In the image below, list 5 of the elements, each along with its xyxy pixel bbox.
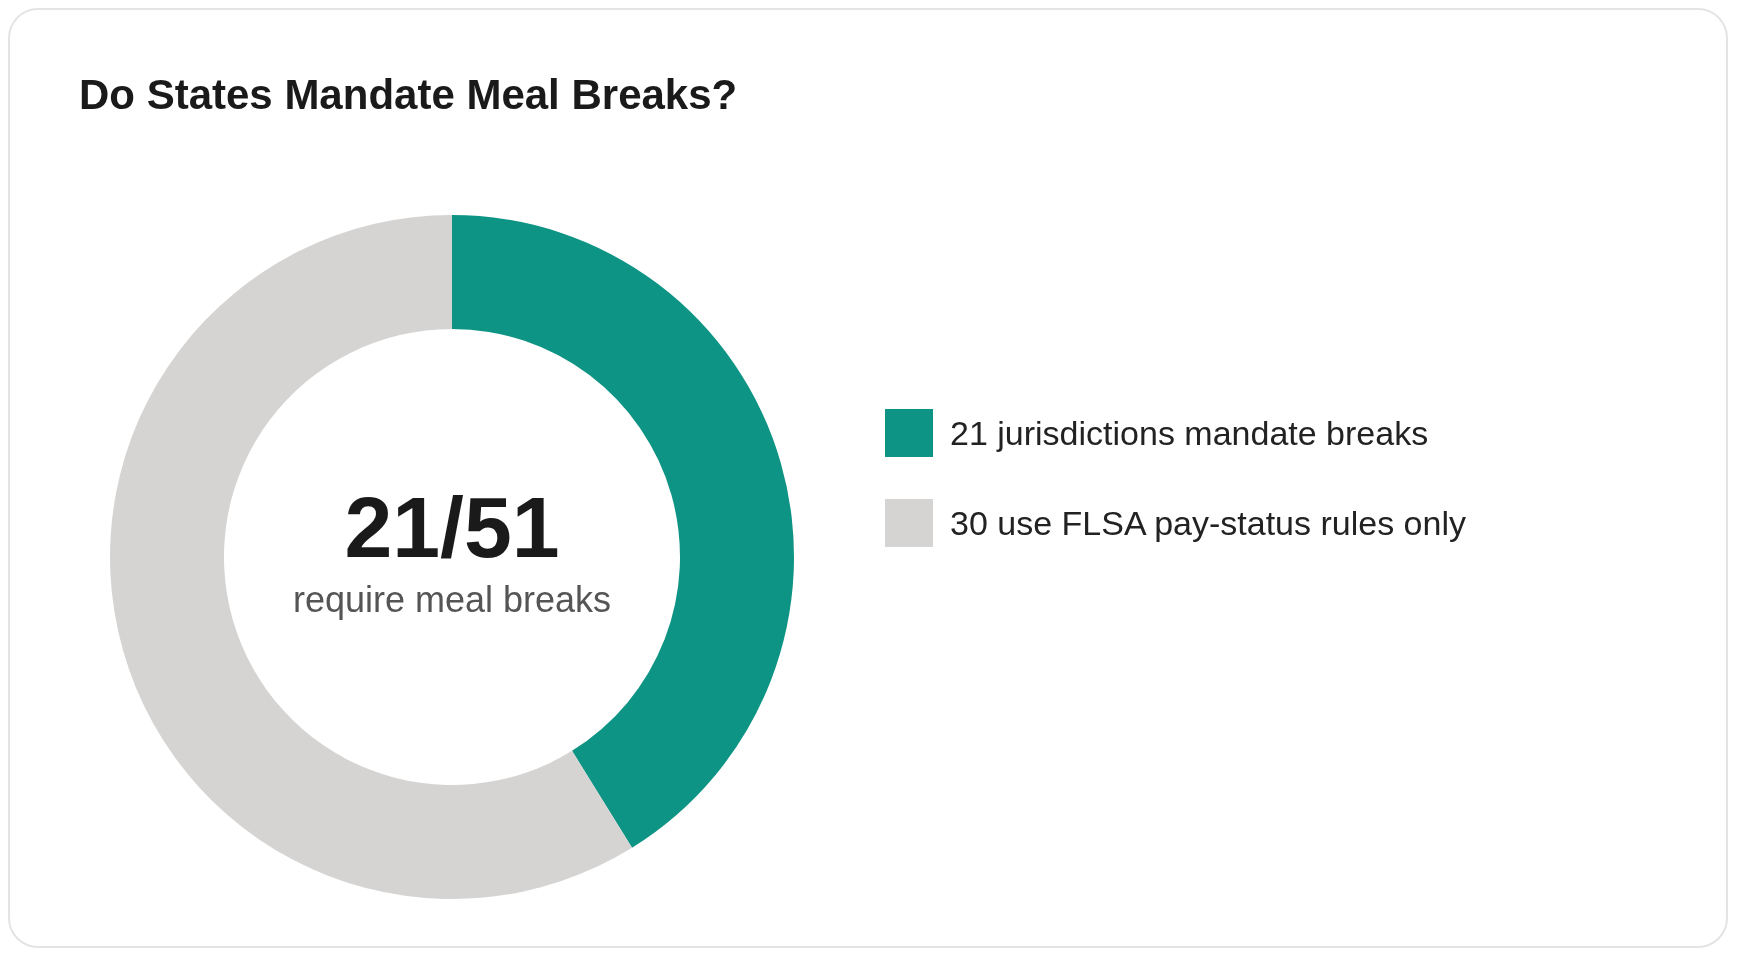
text: 21/51 xyxy=(344,479,560,575)
text: require meal breaks xyxy=(292,578,612,620)
chart-title: Do States Mandate Meal Breaks? xyxy=(79,70,738,118)
legend-label: 21 jurisdictions mandate breaks xyxy=(950,414,1429,452)
legend-label: 30 use FLSA pay-status rules only xyxy=(950,504,1466,542)
